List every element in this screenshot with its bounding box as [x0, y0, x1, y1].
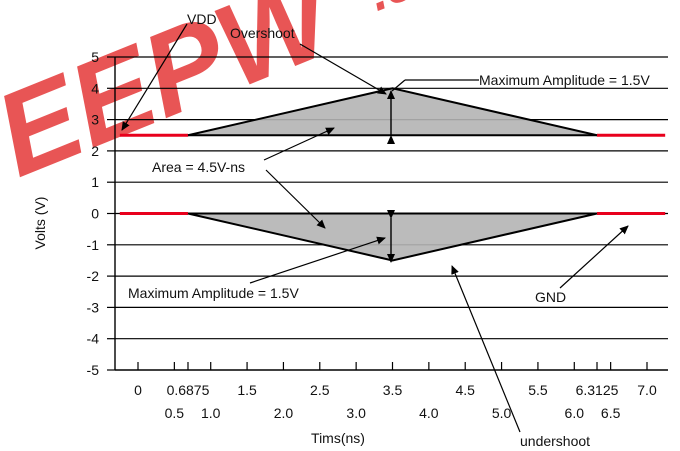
- y-tick-label: 2: [91, 143, 99, 159]
- x-tick-label: 6.5: [601, 405, 621, 421]
- area-arrow-down: [265, 169, 326, 229]
- x-tick-label: 0: [134, 382, 142, 398]
- undershoot-area: [187, 213, 598, 261]
- max-amp-top-leader-diag: [391, 79, 406, 92]
- axes: [107, 56, 668, 371]
- shaded-areas: [187, 88, 598, 261]
- x-tick-label: 2.5: [310, 382, 330, 398]
- undershoot-arrow: [451, 265, 521, 433]
- y-tick-label: 1: [91, 174, 99, 190]
- y-tick-label: -3: [87, 299, 100, 315]
- x-tick-label: 4.0: [419, 405, 439, 421]
- x-tick-label: 0.5: [165, 405, 185, 421]
- overshoot-spike-line: [187, 87, 598, 137]
- y-axis-title: Volts (V): [32, 197, 48, 250]
- overshoot-label: Overshoot: [230, 25, 295, 41]
- y-tick-label: 5: [91, 49, 99, 65]
- x-tick-label: 6.0: [565, 405, 585, 421]
- x-tick-label: 5.5: [528, 382, 548, 398]
- y-tick-label: 4: [91, 80, 99, 96]
- x-tick-label: 3.5: [383, 382, 403, 398]
- x-tick-label: 7.0: [637, 382, 657, 398]
- tick-labels: 5 4 3 2 1 0 -1 -2 -3 -4 -5 0 0.6875 1.5 2.5 3.5 4.5 5.5 6.…: [87, 49, 657, 421]
- y-tick-label: 0: [91, 206, 99, 222]
- y-tick-label: -4: [87, 331, 100, 347]
- y-tick-label: -2: [87, 268, 100, 284]
- y-tick-label: -5: [87, 362, 100, 378]
- vdd-label: VDD: [187, 11, 217, 27]
- svg-text:.co: .co: [360, 0, 451, 23]
- x-tick-label: 0.6875: [167, 382, 210, 398]
- gnd-label: GND: [535, 289, 566, 305]
- series-lines: [119, 87, 666, 262]
- x-axis-title: Tims(ns): [311, 430, 365, 446]
- area-label: Area = 4.5V-ns: [152, 159, 245, 175]
- x-tick-label: 1.5: [237, 382, 257, 398]
- x-tick-label: 1.0: [201, 405, 221, 421]
- max-amplitude-bottom-label: Maximum Amplitude = 1.5V: [128, 285, 299, 301]
- vdd-arrow: [121, 23, 188, 131]
- gnd-arrow: [559, 225, 629, 289]
- max-amp-bottom-arrow: [249, 236, 386, 284]
- x-tick-label: 2.0: [274, 405, 294, 421]
- y-tick-label: 3: [91, 112, 99, 128]
- x-tick-label: 3.0: [346, 405, 366, 421]
- overshoot-arrow: [299, 43, 387, 95]
- annotation-arrows: [121, 23, 629, 433]
- x-tick-label: 6.3125: [576, 382, 619, 398]
- area-arrow-up: [263, 127, 335, 161]
- y-tick-label: -1: [87, 237, 100, 253]
- max-amplitude-top-label: Maximum Amplitude = 1.5V: [479, 72, 650, 88]
- x-tick-label: 4.5: [455, 382, 475, 398]
- undershoot-label: undershoot: [520, 433, 590, 449]
- x-tick-label: 5.0: [492, 405, 512, 421]
